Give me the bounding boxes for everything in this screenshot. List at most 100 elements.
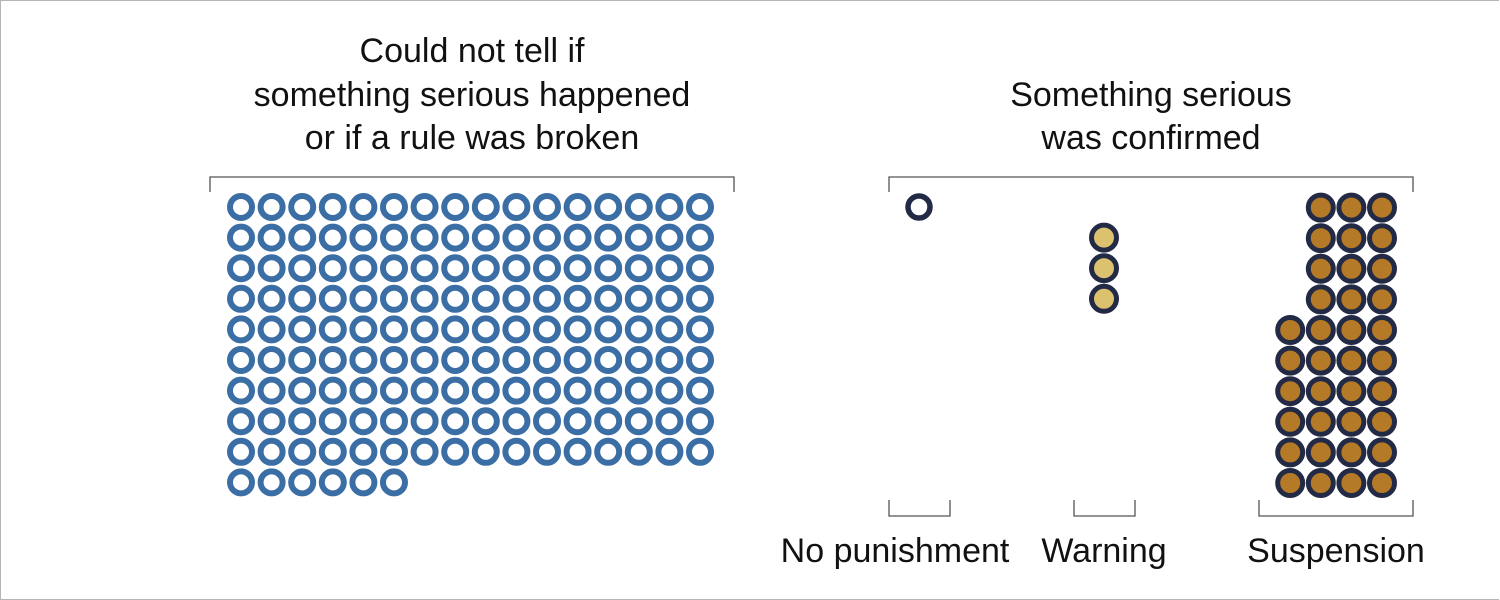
dot — [655, 437, 684, 466]
dot — [288, 254, 317, 283]
dot — [410, 437, 439, 466]
right-title-line-2: was confirmed — [1040, 119, 1260, 157]
suspension-dot — [1305, 192, 1336, 223]
dot — [410, 315, 439, 344]
suspension-dot — [1305, 315, 1336, 345]
suspension-dot — [1367, 376, 1397, 407]
dot — [257, 437, 286, 466]
dot — [410, 376, 439, 405]
dot — [288, 407, 317, 436]
dot — [624, 346, 653, 374]
suspension-dot — [1305, 253, 1336, 284]
dot — [349, 254, 378, 283]
dot — [441, 315, 470, 344]
suspension-dot — [1336, 315, 1367, 345]
dot — [624, 254, 653, 283]
dot — [380, 437, 408, 466]
dot — [563, 193, 592, 221]
suspension-dot — [1336, 192, 1367, 223]
dot — [686, 437, 714, 466]
dot — [349, 284, 378, 313]
warning-bracket — [1073, 500, 1136, 517]
dot — [655, 223, 684, 252]
warning-dot — [1089, 283, 1119, 314]
dot — [441, 346, 470, 374]
dot — [471, 193, 500, 221]
suspension-dot — [1336, 437, 1367, 468]
dot — [257, 284, 286, 313]
suspension-dot — [1336, 406, 1367, 437]
suspension-dot — [1275, 345, 1306, 376]
dot — [686, 254, 714, 283]
dot — [288, 468, 317, 497]
dot — [380, 346, 408, 374]
dot — [257, 193, 286, 221]
suspension-dot — [1305, 223, 1336, 254]
suspension-dot — [1367, 406, 1397, 437]
dot — [502, 437, 531, 466]
dot — [624, 437, 653, 466]
dot — [380, 468, 408, 497]
suspension-dot — [1305, 376, 1336, 407]
dot — [380, 223, 408, 252]
dot — [563, 223, 592, 252]
dot — [257, 376, 286, 405]
dot — [594, 437, 623, 466]
dot — [533, 254, 561, 283]
dot — [349, 376, 378, 405]
dot — [380, 407, 408, 436]
left-top-bracket — [209, 176, 735, 192]
right-top-bracket — [888, 176, 1414, 192]
dot — [288, 193, 317, 221]
dot — [594, 254, 623, 283]
dot — [655, 193, 684, 221]
dot — [227, 223, 255, 252]
dot — [686, 346, 714, 374]
dot — [471, 437, 500, 466]
dot — [257, 254, 286, 283]
dot — [410, 254, 439, 283]
dot — [563, 346, 592, 374]
dot — [441, 407, 470, 436]
dot — [655, 284, 684, 313]
right-dot-columns — [905, 192, 1397, 498]
dot — [288, 223, 317, 252]
warning-dot — [1089, 253, 1119, 284]
dot — [288, 284, 317, 313]
dot — [471, 346, 500, 374]
dot — [594, 376, 623, 405]
dot — [594, 193, 623, 221]
dot — [380, 193, 408, 221]
dot — [471, 376, 500, 405]
dot — [441, 193, 470, 221]
dot — [441, 254, 470, 283]
no-punishment-bracket — [888, 500, 951, 517]
left-dot-grid — [227, 193, 714, 497]
dot — [318, 376, 347, 405]
suspension-dot — [1336, 223, 1367, 254]
dot — [227, 193, 255, 221]
dot — [624, 223, 653, 252]
dot — [257, 223, 286, 252]
dot — [533, 315, 561, 344]
suspension-dot — [1305, 284, 1336, 315]
dot — [257, 407, 286, 436]
dot — [410, 346, 439, 374]
dot — [655, 346, 684, 374]
dot — [502, 346, 531, 374]
dot — [533, 346, 561, 374]
dot — [563, 407, 592, 436]
dot — [349, 407, 378, 436]
dot — [533, 407, 561, 436]
dot — [410, 284, 439, 313]
dot — [257, 315, 286, 344]
dot — [471, 223, 500, 252]
dot — [594, 284, 623, 313]
dot — [227, 468, 255, 497]
dot — [502, 254, 531, 283]
dot — [380, 284, 408, 313]
dot — [655, 376, 684, 405]
dot — [349, 315, 378, 344]
suspension-dot — [1367, 468, 1397, 498]
right-title-line-1: Something serious — [1010, 76, 1292, 114]
